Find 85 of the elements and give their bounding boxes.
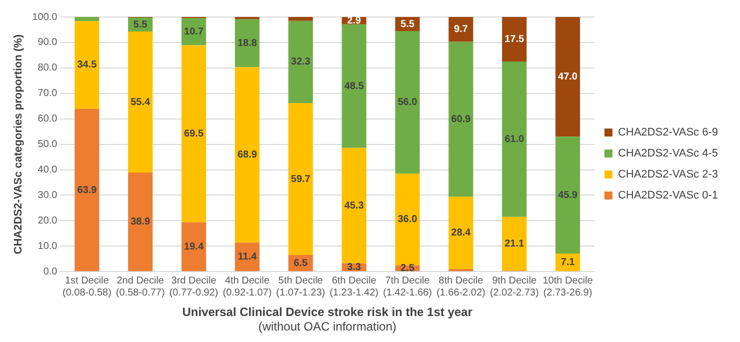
data-label: 36.0: [398, 214, 418, 226]
bar: [288, 17, 313, 21]
y-tick-label: 0.0: [43, 266, 58, 278]
bar: [555, 17, 580, 137]
y-tick-label: 80.0: [38, 62, 58, 74]
bar: [395, 174, 420, 266]
bar: [502, 216, 527, 271]
bar: [288, 103, 313, 256]
x-tick-label: 4th Decile (0.92-1.07): [222, 275, 272, 298]
bar: [555, 136, 580, 254]
data-label: 68.9: [237, 150, 258, 161]
bar: [342, 148, 366, 264]
legend-label: CHA2DS2-VASc 6-9: [618, 126, 718, 139]
bar: [502, 62, 527, 217]
data-label: 7.1: [560, 257, 576, 268]
x-tick-label: 6th Decile (1.23-1.42): [330, 275, 379, 298]
y-tick-label: 20.0: [38, 215, 58, 226]
data-label: 5.5: [133, 19, 148, 30]
data-label: 17.5: [504, 34, 524, 46]
data-label: 55.4: [130, 96, 151, 108]
bar: [128, 32, 153, 173]
data-label: 18.8: [237, 38, 258, 49]
x-tick-label: 9th Decile (2.02-2.73): [490, 275, 539, 298]
y-tick-label: 50.0: [38, 139, 58, 150]
data-label: 21.1: [504, 238, 524, 250]
bar: [342, 24, 366, 148]
bar: [181, 45, 206, 222]
data-label: 3.3: [347, 262, 362, 273]
x-tick-label: 2nd Decile (0.58-0.77): [116, 275, 165, 298]
data-label: 19.4: [184, 241, 204, 252]
bar: [181, 18, 206, 46]
data-label: 11.4: [238, 252, 258, 263]
legend-label: CHA2DS2-VASc 0-1: [618, 190, 718, 202]
bar: [555, 254, 580, 272]
bar: [448, 17, 474, 42]
bar: [74, 21, 100, 109]
bar: [395, 31, 420, 174]
data-label: 6.5: [294, 258, 308, 269]
bar: [74, 17, 100, 22]
bar: [448, 42, 474, 197]
data-label: 48.5: [344, 80, 364, 92]
data-label: 5.5: [400, 18, 415, 30]
data-label: 9.7: [454, 24, 468, 36]
data-label: 47.0: [558, 72, 578, 83]
x-tick-label: 1st Decile (0.08-0.58): [62, 275, 112, 298]
bar: [502, 17, 527, 62]
y-tick-label: 10.0: [38, 240, 58, 252]
bar: [234, 67, 260, 243]
data-label: 28.4: [451, 228, 472, 239]
y-tick-label: 30.0: [38, 190, 58, 201]
y-tick-label: 60.0: [38, 114, 58, 125]
data-label: 45.9: [558, 190, 578, 201]
bar: [181, 222, 206, 272]
x-tick-label: 10th Decile (2.73-26.9): [542, 275, 594, 298]
x-tick-label: 8th Decile (1.66-2.02): [436, 275, 486, 298]
y-tick-label: 40.0: [38, 164, 58, 176]
bar: [74, 108, 100, 272]
y-tick-label: 70.0: [38, 88, 58, 100]
data-label: 63.9: [77, 184, 98, 196]
data-label: 32.3: [290, 56, 311, 68]
data-label: 45.3: [344, 200, 364, 212]
data-label: 2.9: [347, 15, 362, 26]
data-label: 10.7: [184, 26, 204, 38]
x-axis-title: Universal Clinical Device stroke risk in the 1st year: [182, 305, 473, 320]
y-axis-title: CHA2DS2-VASc categories proportion (%): [12, 34, 25, 254]
data-label: 60.9: [451, 114, 472, 125]
bar: [448, 196, 474, 270]
data-label: 56.0: [398, 97, 418, 108]
y-tick-label: 100.0: [32, 12, 58, 23]
bar: [234, 19, 260, 68]
data-label: 61.0: [504, 134, 524, 145]
data-label: 69.5: [184, 128, 204, 140]
data-label: 59.7: [290, 174, 311, 185]
data-label: 38.9: [130, 216, 151, 228]
legend-label: CHA2DS2-VASc 2-3: [618, 168, 718, 181]
bar: [288, 20, 313, 104]
x-tick-label: 5th Decile (1.07-1.23): [276, 275, 326, 298]
x-tick-label: 7th Decile (1.42-1.66): [383, 275, 432, 298]
text: (without OAC information): [258, 319, 396, 334]
y-tick-label: 90.0: [38, 37, 58, 48]
legend-label: CHA2DS2-VASc 4-5: [618, 148, 718, 160]
bar: [234, 242, 260, 272]
x-tick-label: 3rd Decile (0.77-0.92): [169, 275, 218, 298]
data-label: 34.5: [77, 60, 98, 71]
bar: [128, 172, 153, 272]
